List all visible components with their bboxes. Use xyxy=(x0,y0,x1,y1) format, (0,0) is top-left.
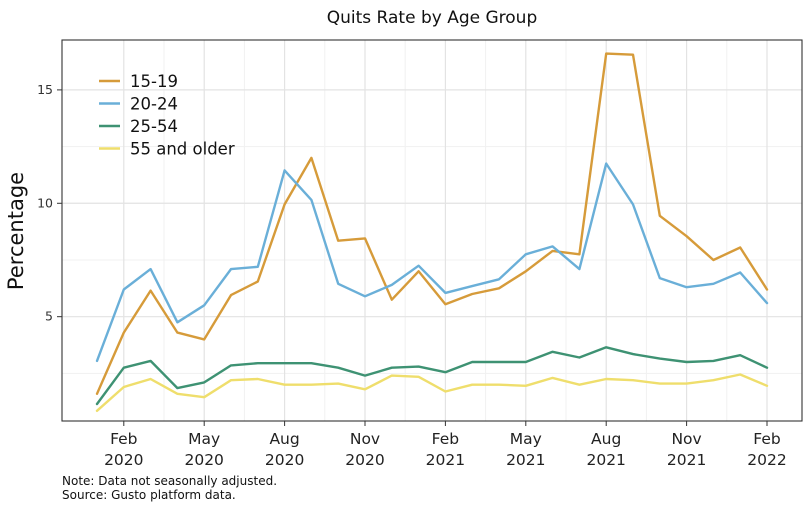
y-tick-label: 15 xyxy=(37,82,53,97)
x-tick-label: 2021 xyxy=(586,451,625,469)
axes: Feb 2020 May 2020 Aug 2020 Nov 2020 Feb 2021 May 20… xyxy=(37,82,787,469)
x-tick-label: 2020 xyxy=(345,451,384,469)
x-tick-label: 2021 xyxy=(667,451,706,469)
x-tick-label: May xyxy=(188,430,220,448)
chart-title: Quits Rate by Age Group xyxy=(326,8,538,28)
series-line-55-and-older xyxy=(95,373,769,412)
legend-label: 15-19 xyxy=(130,72,178,91)
x-tick-label: 2021 xyxy=(426,451,465,469)
x-tick-label: Nov xyxy=(350,430,380,448)
x-tick-label: Feb xyxy=(753,430,780,448)
x-tick-label: 2021 xyxy=(506,451,545,469)
series-line-20-24 xyxy=(95,162,769,363)
plot-frame xyxy=(61,39,803,422)
legend-label: 55 and older xyxy=(130,140,235,159)
legend: 15-19 20-24 25-54 55 and older xyxy=(99,72,235,159)
source-text: Source: Gusto platform data. xyxy=(62,488,236,502)
x-tick-label: Feb xyxy=(110,430,137,448)
note-text: Note: Data not seasonally adjusted. xyxy=(62,474,278,488)
x-tick-label: 2020 xyxy=(104,451,143,469)
series-lines xyxy=(95,52,769,412)
y-tick-label: 5 xyxy=(45,309,53,324)
x-tick-label: Aug xyxy=(591,430,621,448)
x-tick-label: Aug xyxy=(269,430,299,448)
line-chart: Feb 2020 May 2020 Aug 2020 Nov 2020 Feb 2021 May 20… xyxy=(4,39,803,469)
y-tick-label: 10 xyxy=(37,195,53,210)
y-axis-title: Percentage xyxy=(4,172,28,290)
x-tick-label: May xyxy=(510,430,542,448)
x-tick-label: Nov xyxy=(671,430,701,448)
x-tick-label: 2020 xyxy=(265,451,304,469)
x-tick-label: 2020 xyxy=(184,451,223,469)
series-line-15-19 xyxy=(95,52,769,395)
legend-label: 20-24 xyxy=(130,95,178,114)
x-tick-label: Feb xyxy=(432,430,459,448)
x-tick-label: 2022 xyxy=(747,451,786,469)
legend-label: 25-54 xyxy=(130,117,178,136)
series-line-25-54 xyxy=(95,346,769,406)
